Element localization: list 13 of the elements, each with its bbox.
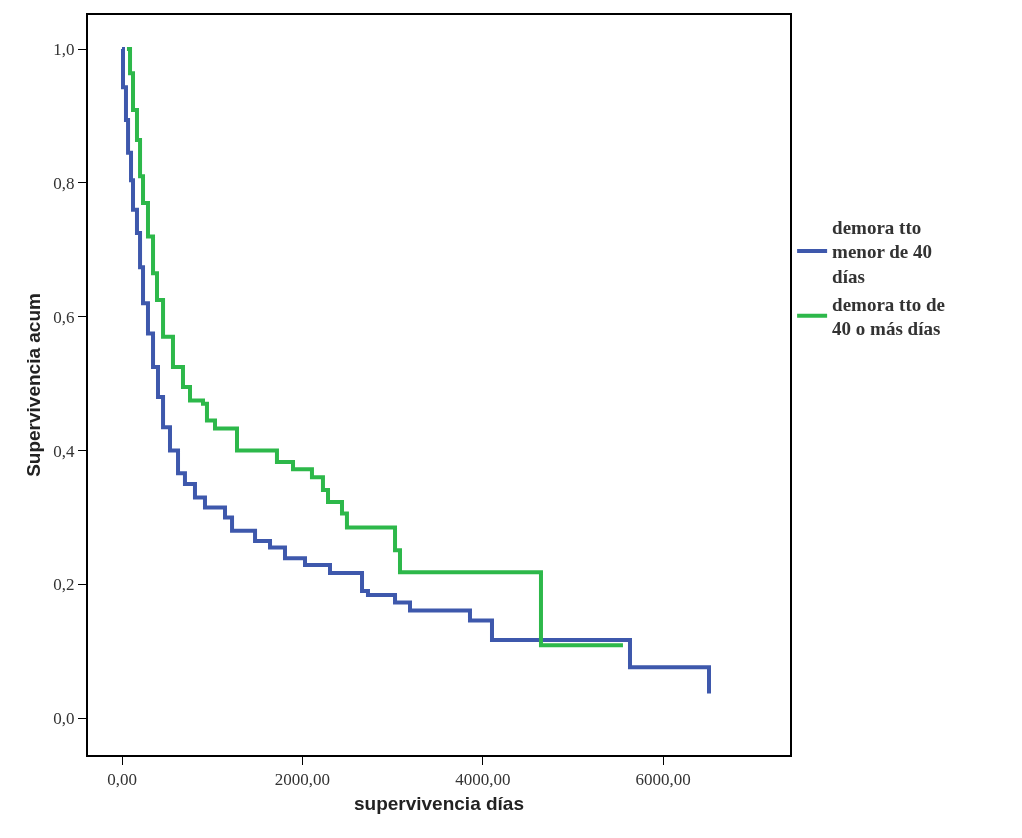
x-tick-label: 6000,00 — [635, 770, 691, 790]
y-tick-label: 0,6 — [53, 307, 75, 327]
x-tick-label: 4000,00 — [455, 770, 511, 790]
legend-label: demora tto de 40 o más días — [832, 293, 946, 340]
y-tick-label: 1,0 — [53, 40, 75, 60]
x-tick-label: 2000,00 — [274, 770, 331, 790]
x-axis-title: supervivencia días — [353, 792, 525, 814]
y-tick-label: 0,2 — [53, 575, 75, 595]
y-tick-label: 0,4 — [53, 441, 76, 461]
y-tick-label: 0,0 — [53, 709, 75, 729]
x-tick-label: 0,00 — [107, 770, 137, 790]
y-axis-title: Supervivencia acum — [22, 293, 44, 477]
y-tick-label: 0,8 — [53, 173, 75, 193]
